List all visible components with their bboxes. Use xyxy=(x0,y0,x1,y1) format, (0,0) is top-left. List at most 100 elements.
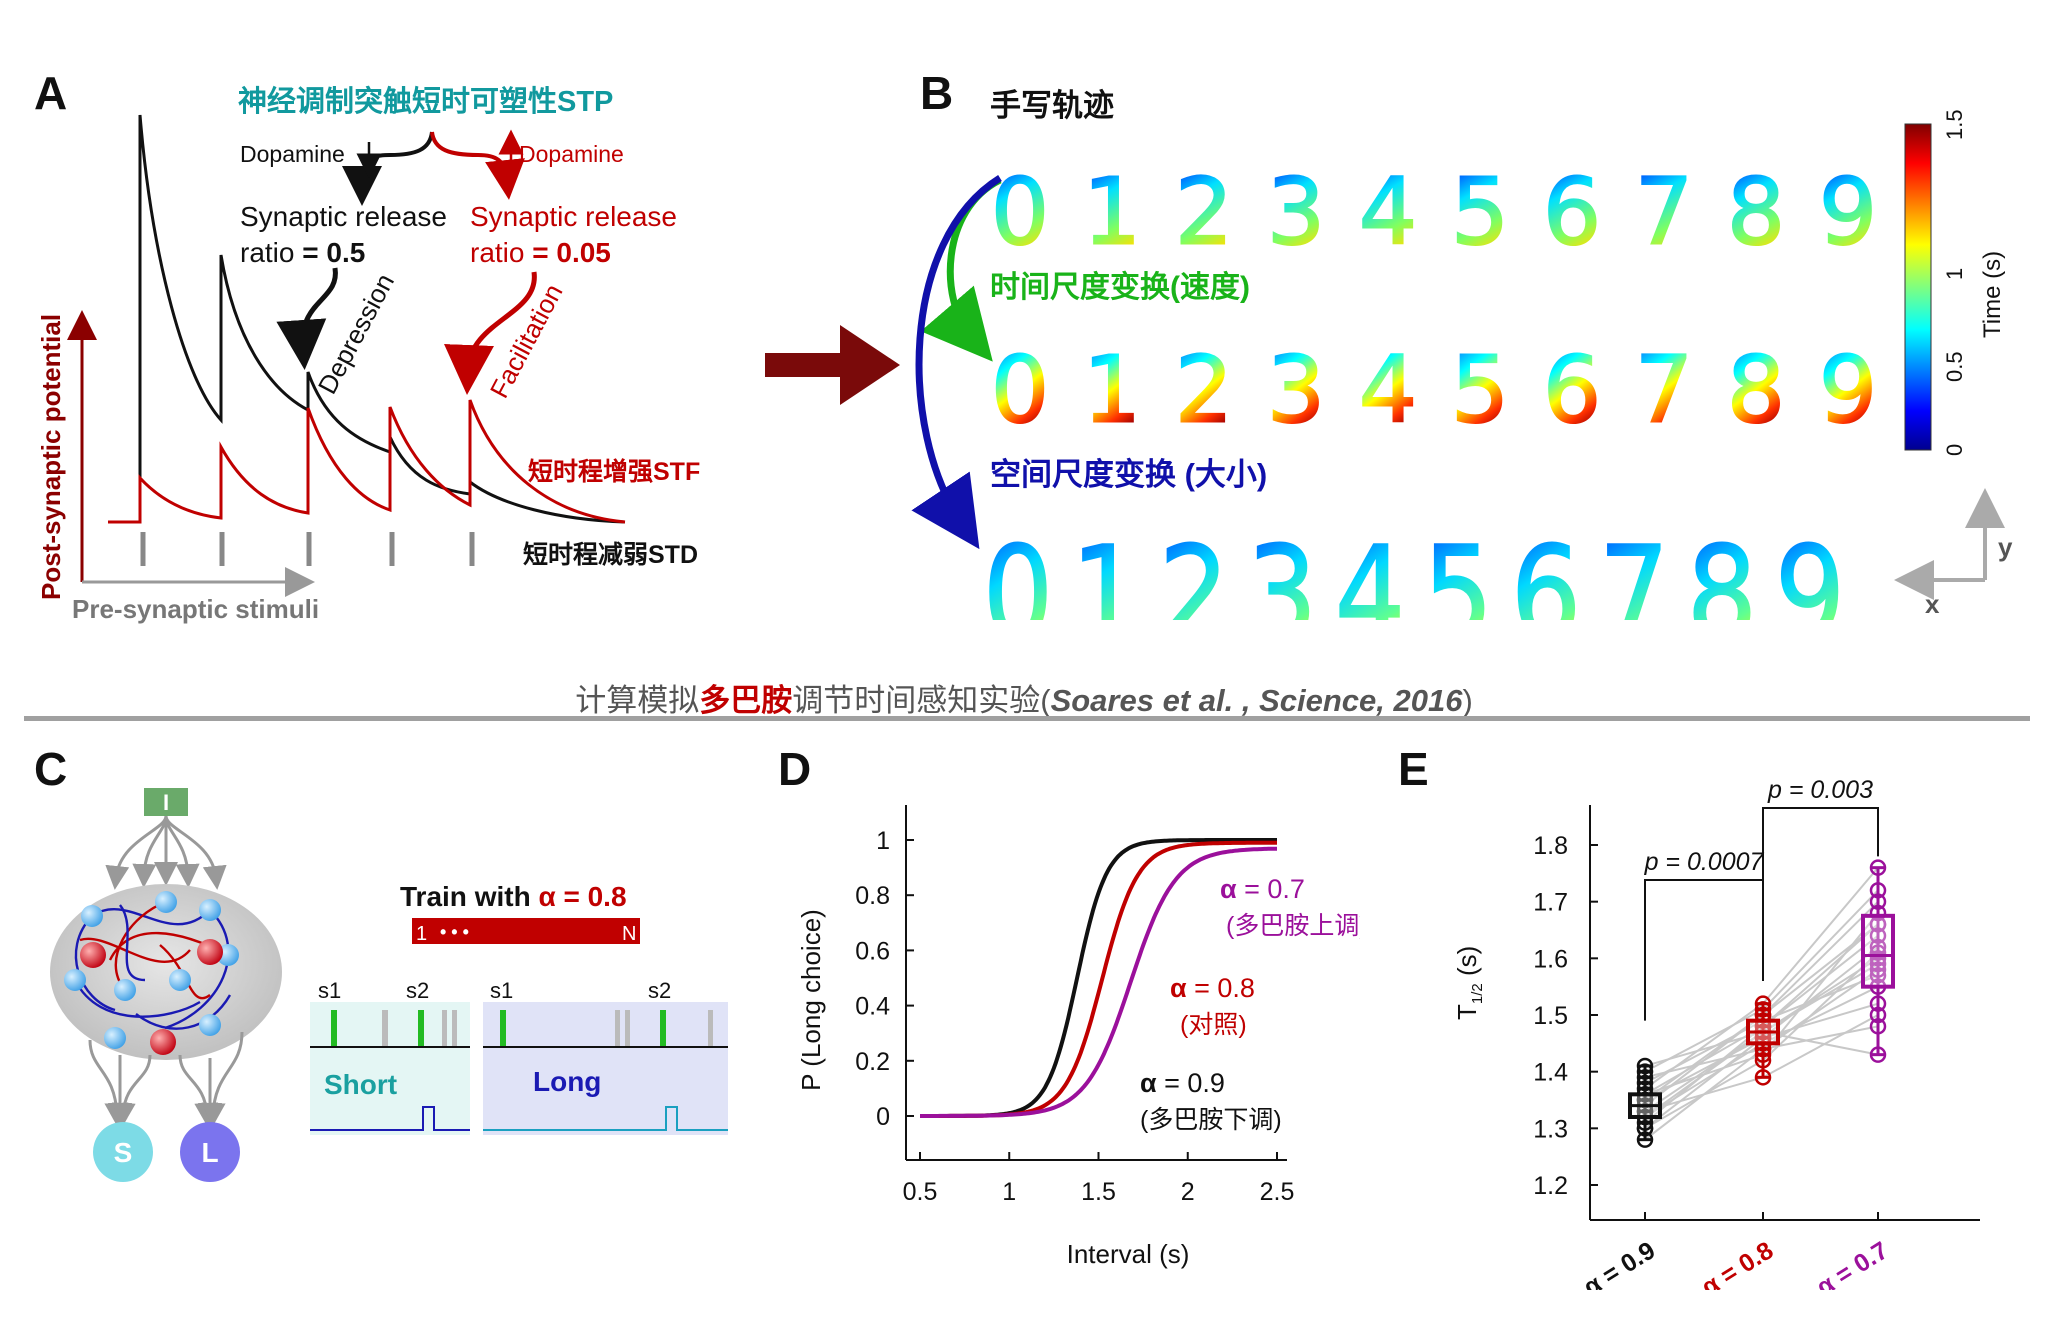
e-ylabel: T1/2 (s) xyxy=(1452,946,1486,1020)
train-label: Train with α = 0.8 xyxy=(400,881,627,912)
trajectory-digit-8: 8 xyxy=(1687,519,1757,620)
e-ytick-label: 1.8 xyxy=(1533,832,1568,860)
red-release-line2: ratio = 0.05 xyxy=(470,237,611,268)
red-neurons xyxy=(80,939,223,1055)
e-ytick-label: 1.4 xyxy=(1533,1059,1568,1087)
trajectory-digit-0: 0 xyxy=(991,337,1050,444)
output-l-node xyxy=(180,1122,240,1182)
output-l-label: L xyxy=(201,1137,218,1168)
short-response xyxy=(310,1106,470,1131)
black-release-line1: Synaptic release xyxy=(240,201,447,232)
long-s1-label: s1 xyxy=(490,978,513,1003)
dopamine-up-label: Dopamine xyxy=(519,141,624,167)
e-ytick-label: 1.5 xyxy=(1533,1002,1568,1030)
trajectory-digit-4: 4 xyxy=(1359,337,1418,444)
e-category-label: α = 0.9 xyxy=(1579,1236,1661,1290)
trajectory-digit-5: 5 xyxy=(1423,519,1493,620)
facilitation-arrow xyxy=(444,271,537,395)
d-ytick-label: 0.8 xyxy=(855,882,890,910)
long-trial-box xyxy=(483,1002,728,1135)
short-s1-label: s1 xyxy=(318,978,341,1003)
train-end: N xyxy=(622,923,636,945)
d-annot-07: α = 0.7 xyxy=(1220,874,1305,904)
e-category-label: α = 0.8 xyxy=(1697,1236,1779,1290)
d-ytick-label: 0 xyxy=(876,1103,890,1131)
trajectory-digit-3: 3 xyxy=(1267,337,1326,444)
long-response xyxy=(483,1106,728,1131)
e-pvalue-2: p = 0.003 xyxy=(1767,776,1873,804)
short-label: Short xyxy=(324,1069,397,1100)
e-bracket-2 xyxy=(1762,807,1879,964)
d-xtick-label: 0.5 xyxy=(903,1178,938,1206)
long-s2-label: s2 xyxy=(648,978,671,1003)
colorbar-tick-1: 1 xyxy=(1942,268,1967,280)
trajectory-digit-6: 6 xyxy=(1543,337,1602,444)
black-release-line2: ratio = 0.5 xyxy=(240,237,365,268)
d-xtick-label: 2.5 xyxy=(1260,1178,1295,1206)
e-pvalue-1: p = 0.0007 xyxy=(1644,848,1765,876)
colorbar xyxy=(1904,123,1932,451)
stf-label: 短时程增强STF xyxy=(528,457,700,486)
train-start: 1 xyxy=(416,923,427,945)
d-xtick-label: 1.5 xyxy=(1081,1178,1116,1206)
train-bar xyxy=(412,918,640,944)
panel-d-label: D xyxy=(778,743,812,795)
panel-c-label: C xyxy=(34,743,68,795)
size-transform-arrow xyxy=(911,175,1002,550)
colorbar-tick-0: 0 xyxy=(1942,444,1967,456)
short-s2-label: s2 xyxy=(406,978,429,1003)
trajectory-digit-6: 6 xyxy=(1543,159,1602,266)
input-fanout xyxy=(105,815,227,890)
d-xtick-label: 2 xyxy=(1181,1178,1195,1206)
output-s-label: S xyxy=(114,1137,133,1168)
y-orientation-label: y xyxy=(1998,532,2013,562)
e-box xyxy=(1861,913,1895,989)
stf-trace xyxy=(108,399,626,524)
d-ytick-label: 0.4 xyxy=(855,993,890,1021)
panel-b-label: B xyxy=(920,67,954,119)
stimulus-ticks xyxy=(140,532,475,566)
trajectory-digit-4: 4 xyxy=(1335,519,1405,620)
dopamine-down-label: Dopamine xyxy=(240,141,345,167)
trajectory-digit-2: 2 xyxy=(1175,337,1234,444)
d-ytick-label: 0.2 xyxy=(855,1048,890,1076)
colorbar-label: Time (s) xyxy=(1979,251,2006,338)
long-label: Long xyxy=(533,1066,601,1097)
e-ytick-label: 1.6 xyxy=(1533,945,1568,973)
panel-c-figure: I xyxy=(50,788,728,1182)
divider-caption: 计算模拟多巴胺调节时间感知实验(Soares et al. , Science,… xyxy=(575,683,1473,718)
y-axis-label: Post-synaptic potential xyxy=(36,314,66,600)
short-stimuli xyxy=(331,1010,457,1046)
e-ytick-label: 1.7 xyxy=(1533,889,1568,917)
trajectory-digit-1: 1 xyxy=(1083,159,1142,266)
trajectory-digit-9: 9 xyxy=(1775,519,1845,620)
e-ytick-label: 1.2 xyxy=(1533,1172,1568,1200)
panel-d-chart: 0.5 1 1.5 2 2.5 0 0.2 0.4 0.6 0.8 1 P (Long choice… xyxy=(796,805,1360,1269)
train-dots: • • • xyxy=(440,922,469,942)
trajectory-digit-0: 0 xyxy=(983,519,1053,620)
depression-label: Depression xyxy=(312,269,400,399)
input-node xyxy=(144,788,188,816)
row2-title: 时间尺度变换(速度) xyxy=(990,271,1250,304)
panel-a-label: A xyxy=(34,67,68,119)
trajectory-digit-9: 9 xyxy=(1819,159,1878,266)
e-ytick-label: 1.3 xyxy=(1533,1115,1568,1143)
output-s-node xyxy=(93,1122,153,1182)
trajectory-digit-7: 7 xyxy=(1599,519,1669,620)
row1-title: 手写轨迹 xyxy=(990,88,1114,123)
d-xlabel: Interval (s) xyxy=(1067,1239,1190,1269)
d-ytick-label: 1 xyxy=(876,827,890,855)
trajectory-digit-6: 6 xyxy=(1511,519,1581,620)
d-ylabel: P (Long choice) xyxy=(796,909,826,1091)
e-category-label: α = 0.7 xyxy=(1812,1236,1894,1290)
trajectory-digit-1: 1 xyxy=(1071,519,1141,620)
long-stimuli xyxy=(500,1010,713,1046)
d-annot-09-note: (多巴胺下调) xyxy=(1140,1106,1282,1134)
panel-a-figure: Dopamine Dopamine Synaptic release ratio… xyxy=(36,114,700,624)
blue-neurons xyxy=(64,891,239,1049)
a-to-b-arrow xyxy=(765,325,900,405)
trajectory-digit-2: 2 xyxy=(1175,159,1234,266)
trajectory-digit-9: 9 xyxy=(1819,337,1878,444)
